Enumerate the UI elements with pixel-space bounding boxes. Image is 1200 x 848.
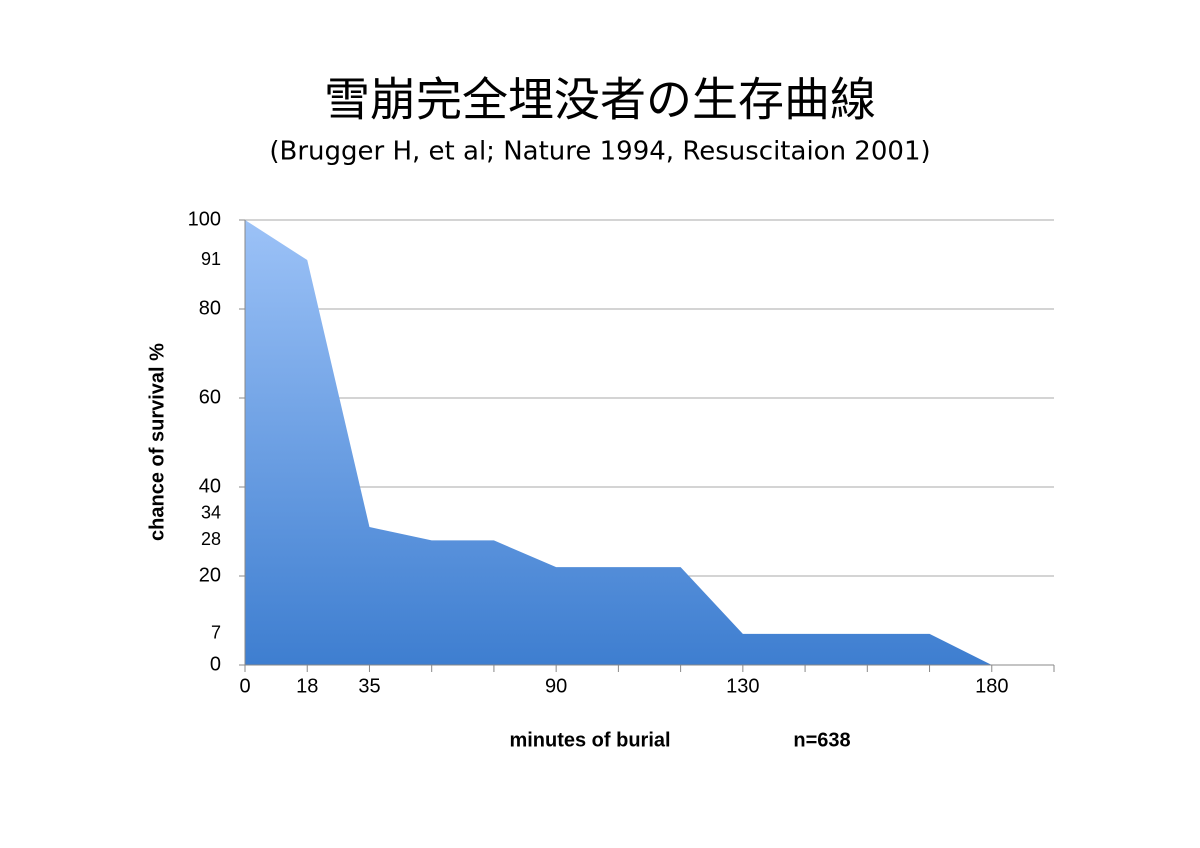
y-tick-label: 60	[199, 386, 221, 408]
y-extra-label: 7	[211, 623, 221, 643]
y-tick-label: 20	[199, 564, 221, 586]
chart-title: 雪崩完全埋没者の生存曲線	[324, 73, 876, 127]
y-tick-label: 80	[199, 297, 221, 319]
annotation: n=638	[793, 729, 850, 751]
area	[245, 220, 992, 665]
y-tick-label: 0	[210, 653, 221, 675]
y-tick-label: 40	[199, 475, 221, 497]
x-tick-label: 18	[296, 675, 318, 697]
x-tick-label: 180	[975, 675, 1008, 697]
x-tick-label: 35	[358, 675, 380, 697]
y-axis-label: chance of survival %	[146, 343, 168, 541]
y-extra-label: 28	[201, 529, 221, 549]
x-tick-label: 130	[726, 675, 759, 697]
x-tick-label: 90	[545, 675, 567, 697]
chart-subtitle: (Brugger H, et al; Nature 1994, Resuscit…	[269, 137, 930, 167]
x-tick-label: 0	[239, 675, 250, 697]
y-extra-label: 91	[201, 249, 221, 269]
y-extra-label: 34	[201, 502, 221, 522]
y-tick-label: 100	[188, 208, 221, 230]
x-axis-label: minutes of burial	[509, 729, 670, 751]
